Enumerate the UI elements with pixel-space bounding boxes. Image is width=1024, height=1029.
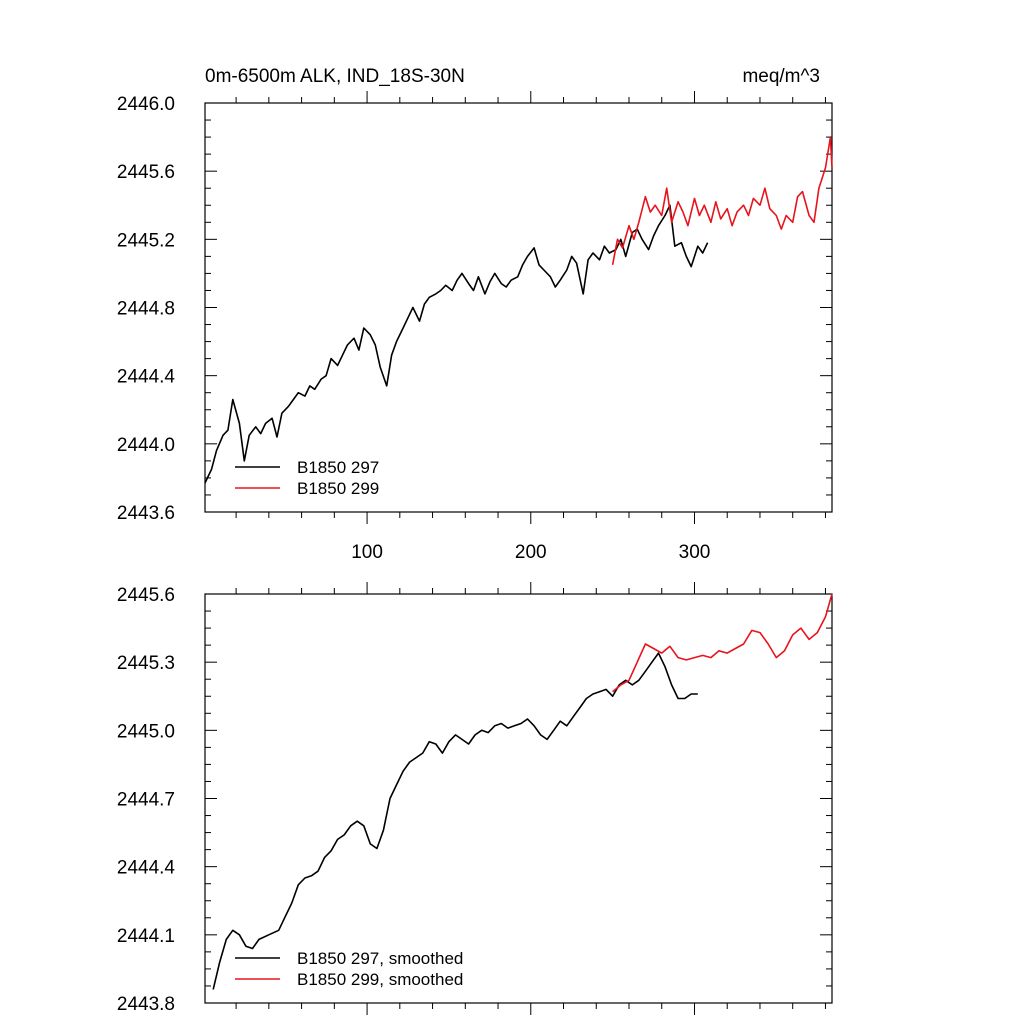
y-tick-label: 2444.4 — [117, 858, 176, 879]
y-tick-label: 2445.6 — [117, 585, 175, 606]
y-tick-label: 2444.7 — [117, 790, 175, 811]
series-line-black — [204, 204, 709, 484]
top-panel: 2443.6 2444.0 2444.4 2444.8 2445.2 2445.6 2446… — [117, 91, 833, 563]
bottom-panel: 2443.8 2444.1 2444.4 2444.7 2445.0 2445.3 2445… — [117, 582, 833, 1015]
chart-title: 0m-6500m ALK, IND_18S-30N — [205, 66, 465, 87]
x-tick-label: 100 — [351, 542, 383, 563]
legend-label: B1850 299 — [297, 479, 379, 498]
x-tick-label: 200 — [515, 542, 547, 563]
series-line-red — [611, 136, 833, 266]
y-tick-label: 2444.0 — [117, 435, 175, 456]
series-line-black — [212, 652, 698, 990]
y-tick-label: 2445.6 — [117, 162, 175, 183]
series-line-red — [612, 593, 833, 693]
y-tick-label: 2445.3 — [117, 653, 175, 674]
y-tick-label: 2445.2 — [117, 230, 175, 251]
plot-frame — [204, 102, 833, 513]
plot-frame — [204, 593, 833, 1004]
y-tick-label: 2444.1 — [117, 926, 175, 947]
units-label: meq/m^3 — [742, 66, 820, 87]
y-tick-label: 2444.4 — [117, 367, 176, 388]
legend-label: B1850 299, smoothed — [297, 970, 463, 989]
legend-label: B1850 297, smoothed — [297, 949, 463, 968]
y-tick-label: 2443.6 — [117, 503, 175, 524]
y-tick-label: 2443.8 — [117, 994, 175, 1015]
x-tick-label: 300 — [679, 542, 711, 563]
y-tick-label: 2446.0 — [117, 94, 175, 115]
legend-label: B1850 297 — [297, 458, 379, 477]
y-tick-label: 2445.0 — [117, 721, 175, 742]
y-tick-label: 2444.8 — [117, 299, 175, 320]
